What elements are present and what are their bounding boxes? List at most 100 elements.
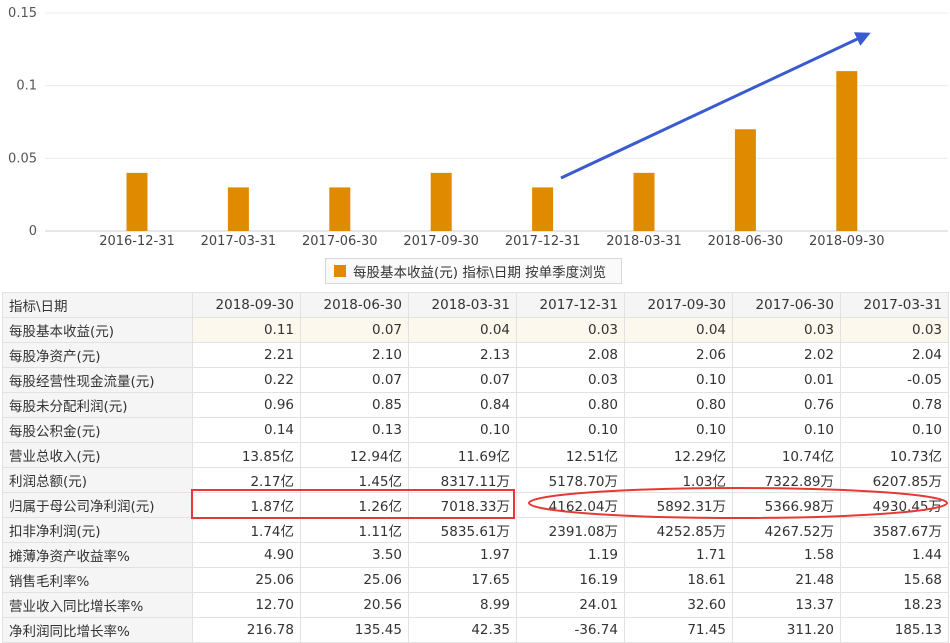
y-axis-ticks: 0 0.05 0.1 0.15 (8, 6, 37, 239)
table-cell: 0.10 (408, 417, 517, 443)
table-cell: -0.05 (840, 367, 949, 393)
bar[interactable] (227, 187, 249, 231)
table-cell: 0.14 (192, 417, 301, 443)
bar[interactable] (836, 71, 858, 231)
table-cell: 1.44 (840, 542, 949, 568)
bar[interactable] (430, 172, 452, 231)
row-label: 每股基本收益(元) (2, 317, 193, 343)
row-label: 每股公积金(元) (2, 417, 193, 443)
row-label: 归属于母公司净利润(元) (2, 492, 193, 518)
table-cell: 20.56 (300, 592, 409, 618)
table-row: 销售毛利率% 25.06 25.06 17.65 16.19 18.61 21.48 15.6… (2, 567, 949, 593)
table-row: 营业总收入(元) 13.85亿 12.94亿 11.69亿 12.51亿 12.29亿 10… (2, 442, 949, 468)
financial-indicators-table: 指标\日期 2018-09-30 2018-06-30 2018-03-31 2017-… (2, 292, 949, 643)
column-header[interactable]: 2017-06-30 (732, 292, 841, 318)
chart-legend[interactable]: 每股基本收益(元) 指标\日期 按单季度浏览 (325, 258, 622, 284)
table-cell: 1.26亿 (300, 492, 409, 518)
bar[interactable] (734, 129, 756, 231)
row-label: 营业总收入(元) (2, 442, 193, 468)
table-cell: 0.10 (624, 367, 733, 393)
table-cell: 0.85 (300, 392, 409, 418)
column-header[interactable]: 2017-12-31 (516, 292, 625, 318)
row-label: 扣非净利润(元) (2, 517, 193, 543)
table-cell: 0.10 (732, 417, 841, 443)
table-cell: 5178.70万 (516, 467, 625, 493)
row-label: 净利润同比增长率% (2, 617, 193, 643)
row-label: 营业收入同比增长率% (2, 592, 193, 618)
table-cell: 11.69亿 (408, 442, 517, 468)
table-cell: 2.10 (300, 342, 409, 368)
column-header[interactable]: 2017-09-30 (624, 292, 733, 318)
table-cell: 0.03 (516, 317, 625, 343)
table-cell: 0.04 (624, 317, 733, 343)
y-tick-label: 0.1 (16, 79, 37, 94)
table-row: 扣非净利润(元) 1.74亿 1.11亿 5835.61万 2391.08万 4252.8… (2, 517, 949, 543)
table-cell: 0.03 (732, 317, 841, 343)
table-cell: 0.07 (300, 367, 409, 393)
legend-label: 每股基本收益(元) 指标\日期 按单季度浏览 (353, 265, 607, 281)
table-row: 每股净资产(元) 2.21 2.10 2.13 2.08 2.06 2.02 2.04 (2, 342, 949, 368)
x-tick-label: 2017-06-30 (302, 234, 378, 249)
chart-gridlines (45, 12, 948, 232)
bar[interactable] (126, 172, 148, 231)
x-tick-label: 2017-12-31 (505, 234, 581, 249)
x-tick-label: 2018-03-31 (606, 234, 682, 249)
table-cell: 25.06 (192, 567, 301, 593)
table-cell: 71.45 (624, 617, 733, 643)
x-tick-label: 2016-12-31 (99, 234, 175, 249)
table-cell: 2391.08万 (516, 517, 625, 543)
table-cell: 42.35 (408, 617, 517, 643)
table-cell: 32.60 (624, 592, 733, 618)
column-header[interactable]: 2018-09-30 (192, 292, 301, 318)
x-tick-label: 2018-09-30 (809, 234, 885, 249)
bar[interactable] (329, 187, 351, 231)
bar[interactable] (633, 172, 655, 231)
table-cell: 1.11亿 (300, 517, 409, 543)
table-cell: 12.29亿 (624, 442, 733, 468)
table-cell: 1.74亿 (192, 517, 301, 543)
table-cell: 2.13 (408, 342, 517, 368)
table-cell: 0.10 (516, 417, 625, 443)
table-cell: 0.13 (300, 417, 409, 443)
table-row: 营业收入同比增长率% 12.70 20.56 8.99 24.01 32.60 13.37 1… (2, 592, 949, 618)
column-header[interactable]: 2018-03-31 (408, 292, 517, 318)
table-row: 每股公积金(元) 0.14 0.13 0.10 0.10 0.10 0.10 0.10 (2, 417, 949, 443)
row-label: 摊薄净资产收益率% (2, 542, 193, 568)
table-cell: 6207.85万 (840, 467, 949, 493)
table-cell: 0.80 (516, 392, 625, 418)
column-header[interactable]: 2018-06-30 (300, 292, 409, 318)
table-cell: 1.03亿 (624, 467, 733, 493)
row-label: 每股净资产(元) (2, 342, 193, 368)
table-cell: 18.23 (840, 592, 949, 618)
bar[interactable] (532, 187, 554, 231)
table-cell: 0.84 (408, 392, 517, 418)
table-cell: 1.87亿 (192, 492, 301, 518)
table-cell: 18.61 (624, 567, 733, 593)
table-cell: 24.01 (516, 592, 625, 618)
table-cell: 7018.33万 (408, 492, 517, 518)
table-cell: 0.01 (732, 367, 841, 393)
table-cell: 5835.61万 (408, 517, 517, 543)
table-cell: 2.04 (840, 342, 949, 368)
table-cell: 4.90 (192, 542, 301, 568)
table-row: 摊薄净资产收益率% 4.90 3.50 1.97 1.19 1.71 1.58 1.44 (2, 542, 949, 568)
table-row: 归属于母公司净利润(元) 1.87亿 1.26亿 7018.33万 4162.04万 58… (2, 492, 949, 518)
column-header[interactable]: 2017-03-31 (840, 292, 949, 318)
header-label: 指标\日期 (2, 292, 193, 318)
table-cell: 1.71 (624, 542, 733, 568)
table-cell: 4162.04万 (516, 492, 625, 518)
table-cell: 4930.45万 (840, 492, 949, 518)
table-cell: 12.94亿 (300, 442, 409, 468)
bar-series (126, 71, 858, 231)
eps-bar-chart: 0 0.05 0.1 0.15 2016-12-31 2017-03-31 2017-06… (8, 6, 948, 249)
table-header-row: 指标\日期 2018-09-30 2018-06-30 2018-03-31 2017-… (2, 292, 949, 318)
table-cell: 2.21 (192, 342, 301, 368)
legend-swatch (334, 265, 346, 277)
table-cell: 13.85亿 (192, 442, 301, 468)
table-cell: 5366.98万 (732, 492, 841, 518)
table-row: 利润总额(元) 2.17亿 1.45亿 8317.11万 5178.70万 1.03亿 73… (2, 467, 949, 493)
table-cell: -36.74 (516, 617, 625, 643)
table-cell: 3.50 (300, 542, 409, 568)
table-row: 每股经营性现金流量(元) 0.22 0.07 0.07 0.03 0.10 0.01 -0.0… (2, 367, 949, 393)
trend-arrow (560, 32, 871, 180)
